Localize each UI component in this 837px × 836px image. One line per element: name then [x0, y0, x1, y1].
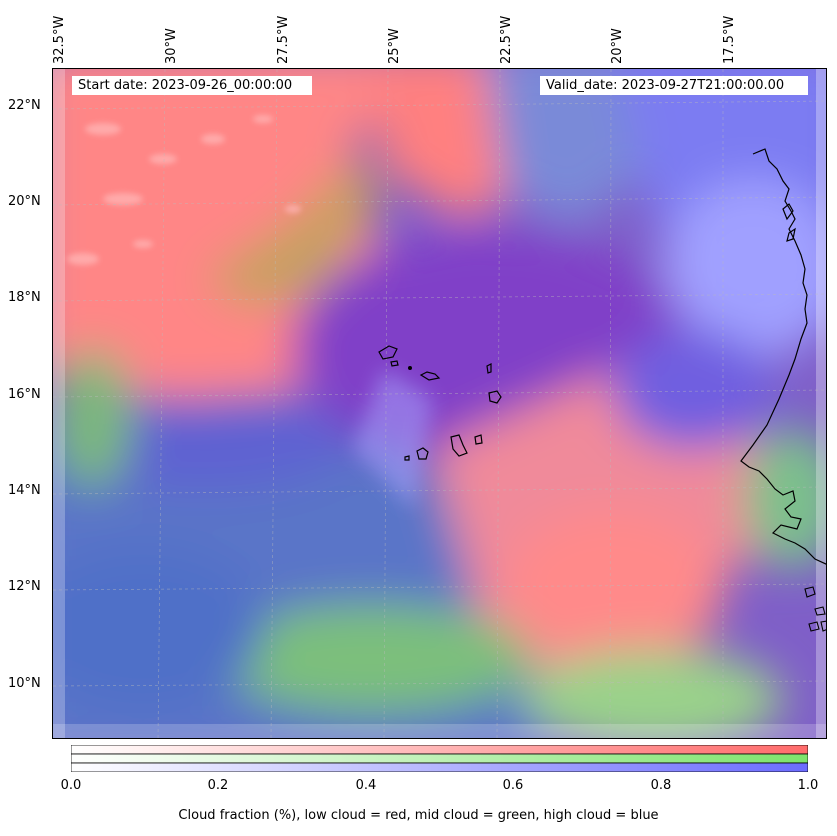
cape-verde-islands: [378, 345, 502, 461]
high-cloud-streak: [353, 369, 433, 509]
cloud-speckles: [67, 115, 301, 265]
lon-label-30w: 30°W: [164, 28, 179, 64]
valid-date-label: Valid_date: 2023-09-27T21:00:00.00: [540, 76, 808, 95]
lat-label-20n: 20°N: [8, 194, 41, 209]
colorbar-tick-0-6: 0.6: [502, 778, 524, 793]
lat-label-18n: 18°N: [8, 290, 41, 305]
colorbar: [71, 745, 808, 772]
coast-inlet-2: [786, 227, 796, 242]
map-canvas: [53, 69, 826, 738]
cloud-fraction-map: [52, 68, 827, 739]
colorbar-mid-cloud: [71, 753, 808, 764]
right-edge-glow: [816, 69, 826, 738]
colorbar-tick-0-4: 0.4: [355, 778, 377, 793]
start-date-label: Start date: 2023-09-26_00:00:00: [72, 76, 312, 95]
bissagos-islands: [804, 586, 826, 632]
colorbar-tick-0-2: 0.2: [207, 778, 229, 793]
lat-label-22n: 22°N: [8, 98, 41, 113]
lon-label-25w: 25°W: [387, 28, 402, 64]
lon-label-22-5w: 22.5°W: [499, 15, 514, 64]
lon-label-17-5w: 17.5°W: [722, 15, 737, 64]
gridlines: [53, 69, 826, 738]
bottom-edge-glow: [53, 724, 826, 738]
colorbar-tick-1: 1.0: [797, 778, 819, 793]
coast-inlet: [782, 203, 794, 221]
lon-label-20w: 20°W: [610, 28, 625, 64]
left-edge-glow: [53, 69, 65, 738]
lon-label-27-5w: 27.5°W: [276, 15, 291, 64]
colorbar-high-cloud: [71, 762, 808, 772]
colorbar-tick-0: 0.0: [60, 778, 82, 793]
colorbar-tick-0-8: 0.8: [650, 778, 672, 793]
colorbar-label: Cloud fraction (%), low cloud = red, mid…: [178, 808, 659, 823]
lat-label-10n: 10°N: [8, 676, 41, 691]
colorbar-low-cloud: [71, 745, 808, 755]
african-coastline: [740, 148, 826, 565]
lat-label-12n: 12°N: [8, 579, 41, 594]
lon-label-32-5w: 32.5°W: [52, 15, 67, 64]
lat-label-16n: 16°N: [8, 387, 41, 402]
lat-label-14n: 14°N: [8, 483, 41, 498]
